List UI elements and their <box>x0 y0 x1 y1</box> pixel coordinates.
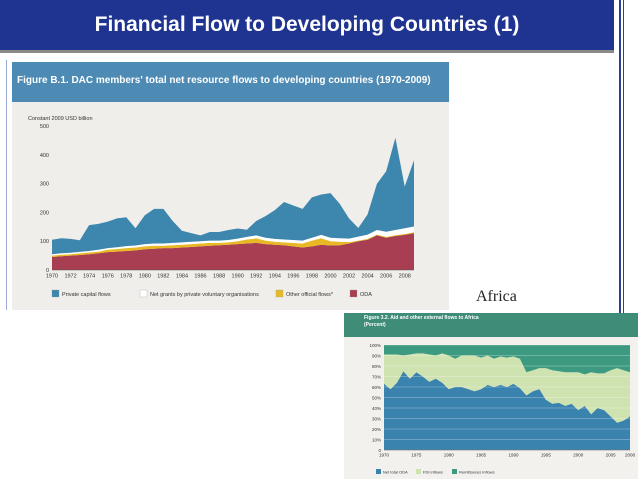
y-tick-label: 90% <box>372 354 381 359</box>
y-tick-label: 80% <box>372 364 381 369</box>
x-tick-label: 1995 <box>541 453 552 458</box>
x-tick-label: 1982 <box>157 274 169 280</box>
area-private <box>52 137 414 255</box>
y-tick-label: 50% <box>372 396 381 401</box>
legend-swatch <box>349 289 358 298</box>
x-tick-label: 1986 <box>194 274 206 280</box>
x-tick-label: 1984 <box>176 274 188 280</box>
x-tick-label: 1992 <box>250 274 262 280</box>
y-tick-label: 30% <box>372 417 381 422</box>
y-tick-label: 40% <box>372 406 381 411</box>
right-border-line <box>619 0 621 479</box>
x-tick-label: 1990 <box>232 274 244 280</box>
x-tick-label: 2005 <box>606 453 617 458</box>
legend-label: Net grants by private voluntary organisa… <box>150 292 259 298</box>
x-tick-label: 1980 <box>139 274 151 280</box>
x-tick-label: 1970 <box>46 274 58 280</box>
right-border-line-thin <box>623 0 624 479</box>
y-axis-label: Constant 2009 USD billion <box>28 116 93 122</box>
x-tick-label: 1978 <box>120 274 132 280</box>
chart-dac-flows: Constant 2009 USD billion 500 400 300 200 100… <box>28 116 414 298</box>
x-tick-label: 2002 <box>343 274 355 280</box>
x-tick-label: 2008 <box>399 274 411 280</box>
x-tick-label: 1985 <box>476 453 487 458</box>
y-tick-label: 60% <box>372 385 381 390</box>
x-tick-label: 1994 <box>269 274 281 280</box>
title-bar <box>0 0 614 53</box>
y-tick-label: 200 <box>40 210 49 216</box>
figure-africa-flows: Figure 3.2. Aid and other external flows… <box>344 313 638 479</box>
y-tick-label: 0 <box>378 448 381 453</box>
area-fdi <box>384 353 630 423</box>
x-tick-label: 2008 <box>625 453 636 458</box>
x-tick-label: 2000 <box>324 274 336 280</box>
x-tick-label: 1974 <box>83 274 95 280</box>
x-tick-label: 1996 <box>287 274 299 280</box>
y-tick-label: 20% <box>372 427 381 432</box>
x-tick-label: 1990 <box>508 453 519 458</box>
y-tick-label: 0 <box>46 268 49 274</box>
legend-swatch <box>139 289 148 298</box>
area-remit <box>384 345 630 375</box>
slide-title: Financial Flow to Developing Countries (… <box>94 13 520 36</box>
y-tick-label: 500 <box>40 124 49 130</box>
legend-label: FDI inflows <box>423 470 443 475</box>
chart-title: Figure 3.2. Aid and other external flows… <box>364 315 479 321</box>
chart-title-block: Figure 3.2. Aid and other external flows… <box>364 315 479 329</box>
chart-title: Figure B.1. DAC members' total net resou… <box>17 75 431 86</box>
legend-swatch <box>376 469 381 474</box>
chart-subtitle: (Percent) <box>364 322 386 328</box>
y-tick-label: 100% <box>369 343 381 348</box>
figure-dac-flows: Figure B.1. DAC members' total net resou… <box>12 62 449 310</box>
x-tick-label: 1976 <box>102 274 114 280</box>
area-odaAfrica <box>384 371 630 450</box>
y-tick-label: 300 <box>40 182 49 188</box>
legend-label: Private capital flows <box>62 292 111 298</box>
legend-swatch <box>416 469 421 474</box>
y-tick-label: 100 <box>40 239 49 245</box>
figure-header <box>12 62 449 102</box>
x-tick-label: 1970 <box>379 453 390 458</box>
legend-label: Other official flows* <box>286 292 334 298</box>
x-tick-label: 1980 <box>444 453 455 458</box>
legend-label: Remittances inflows <box>459 470 495 475</box>
y-tick-label: 70% <box>372 375 381 380</box>
legend-swatch <box>275 289 284 298</box>
legend-label: Net total ODA <box>383 470 408 475</box>
left-border-line <box>6 60 7 310</box>
x-tick-label: 2006 <box>380 274 392 280</box>
x-tick-label: 1975 <box>411 453 422 458</box>
legend-swatch <box>51 289 60 298</box>
area-other_official <box>52 232 414 257</box>
x-tick-label: 2000 <box>573 453 584 458</box>
y-tick-label: 10% <box>372 438 381 443</box>
area-ngo <box>52 226 414 256</box>
x-tick-label: 1988 <box>213 274 225 280</box>
x-tick-label: 1972 <box>64 274 76 280</box>
legend-label: ODA <box>360 292 372 298</box>
area-oda <box>52 233 414 270</box>
africa-label: Africa <box>476 288 517 305</box>
figure-header <box>344 313 638 337</box>
legend-swatch <box>452 469 457 474</box>
x-tick-label: 2004 <box>361 274 373 280</box>
y-tick-label: 400 <box>40 153 49 159</box>
x-tick-label: 1998 <box>306 274 318 280</box>
